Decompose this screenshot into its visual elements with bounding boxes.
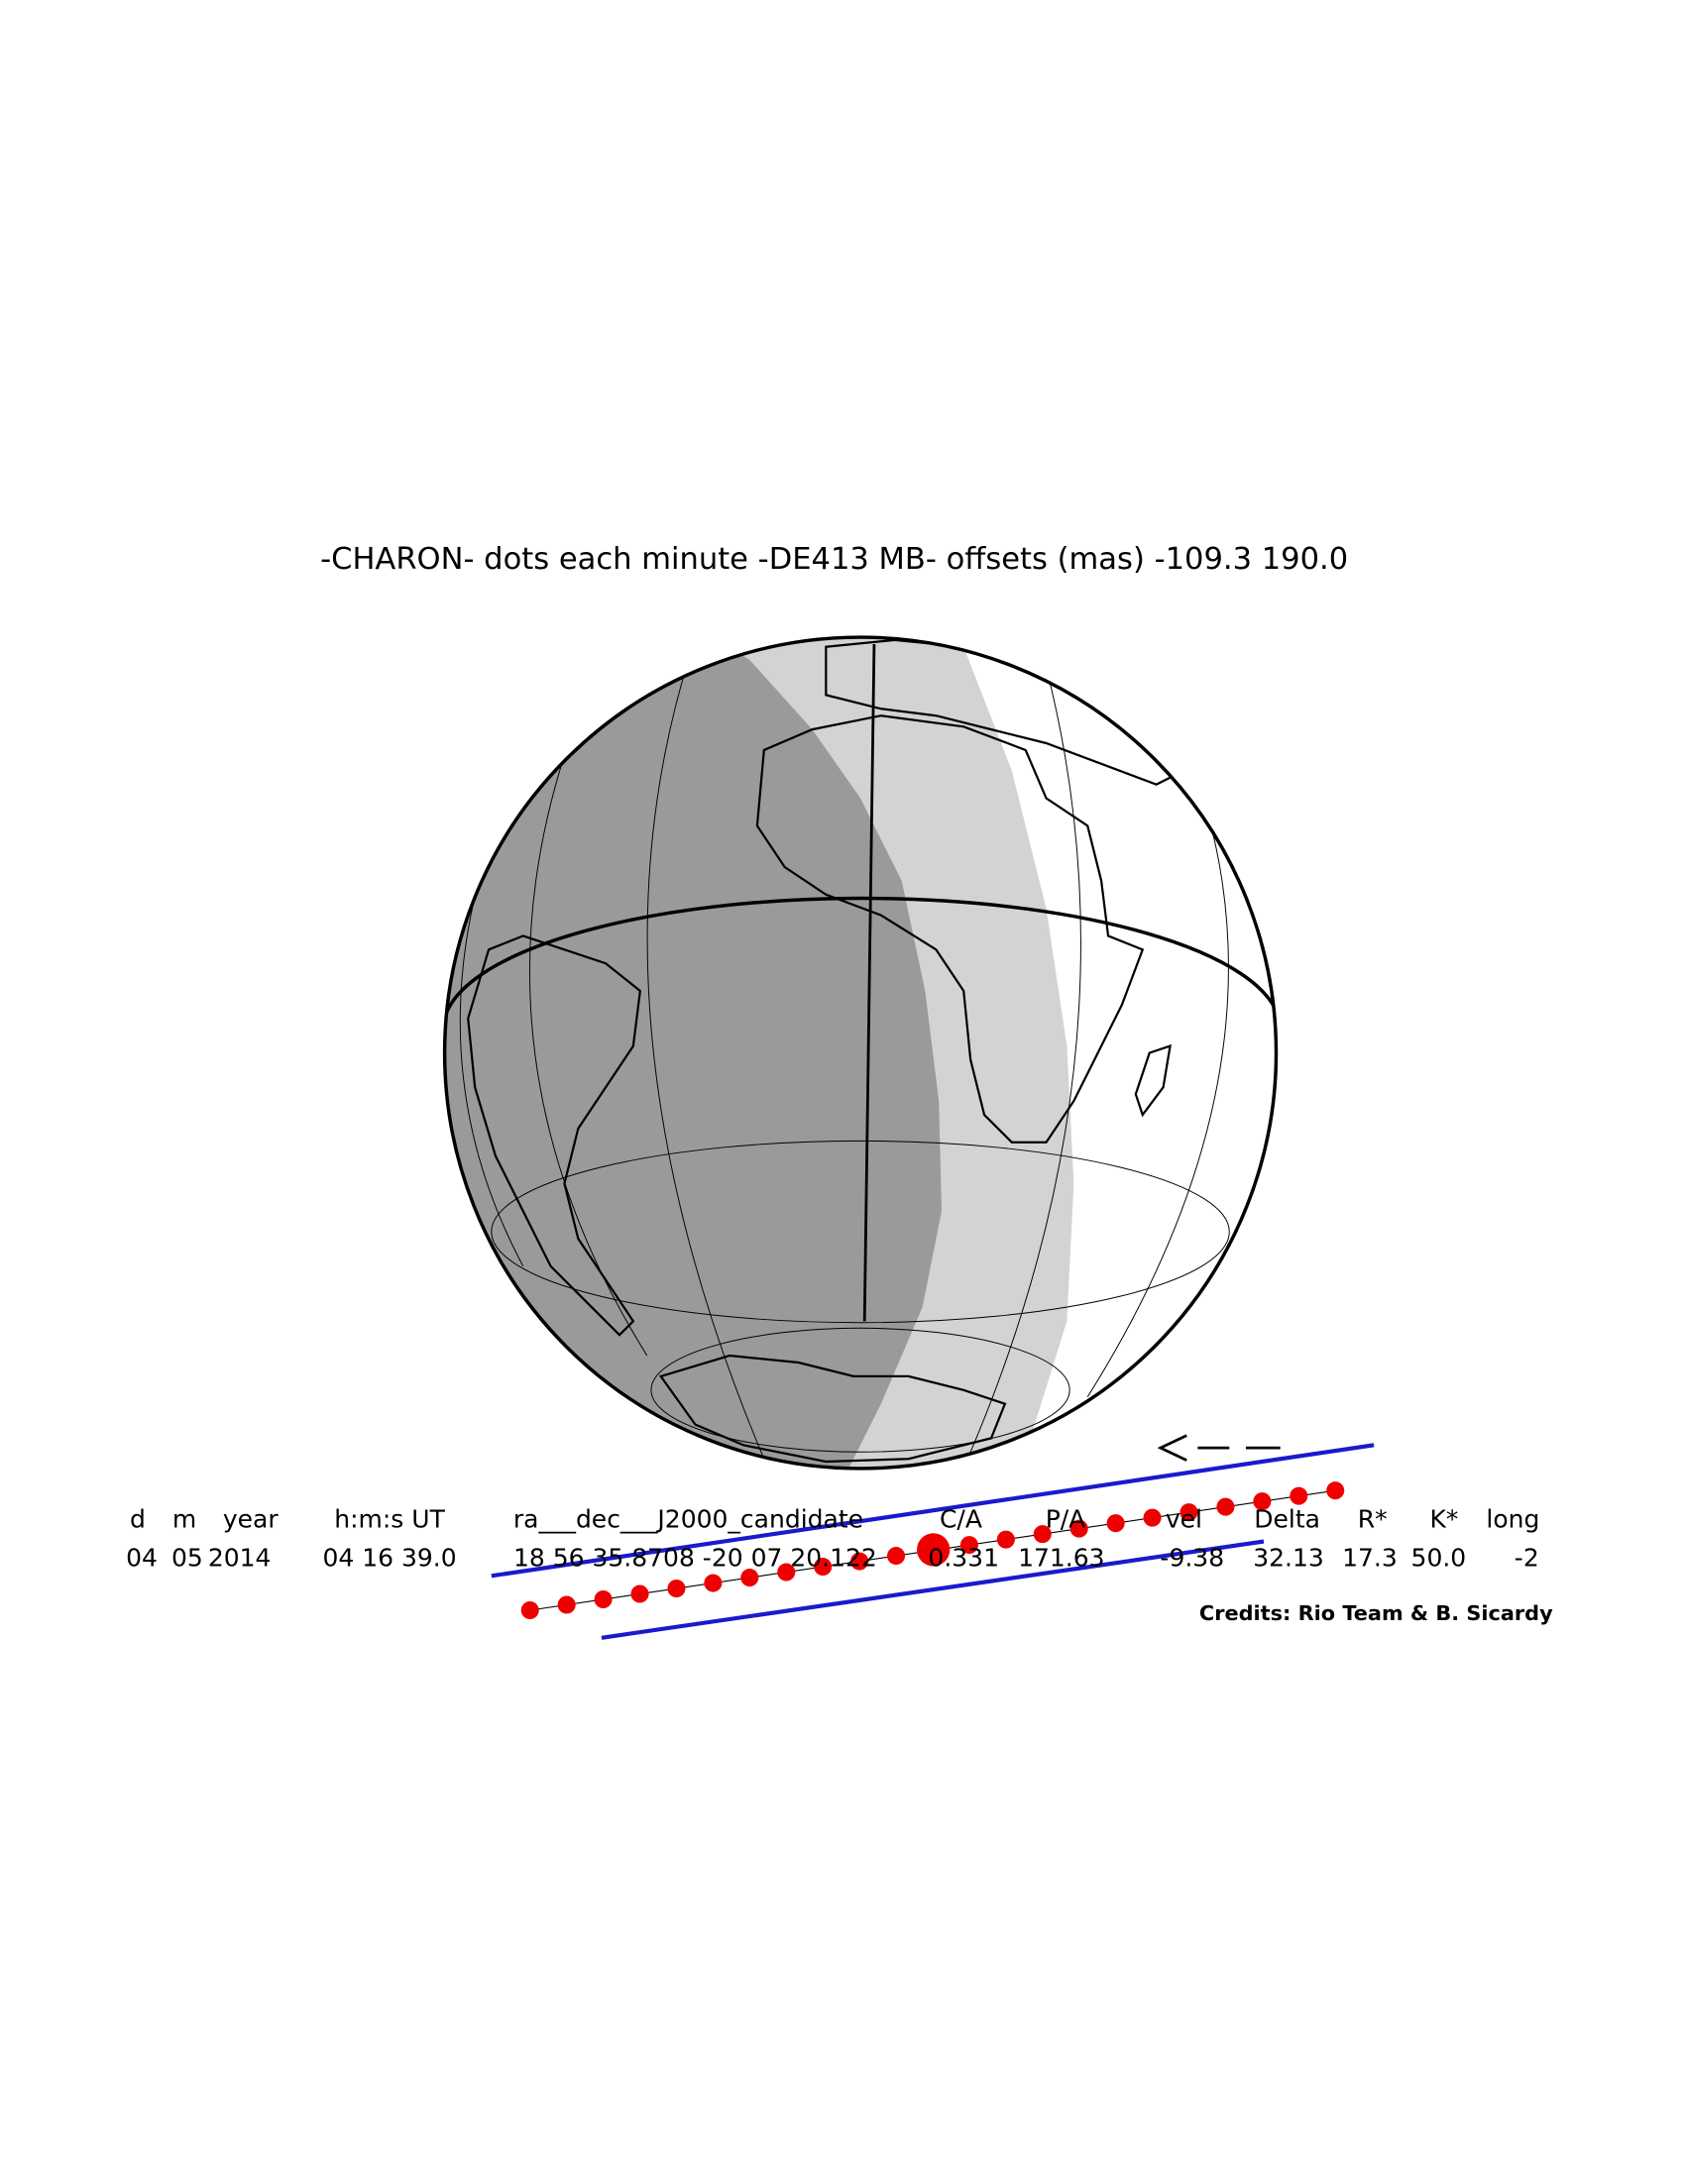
shadow-edge-north bbox=[491, 1443, 1375, 1579]
column-header: P/A bbox=[1046, 1505, 1086, 1534]
column-header: h:m:s UT bbox=[334, 1505, 445, 1534]
column-header: ra___dec___J2000_candidate bbox=[513, 1505, 863, 1534]
graticule bbox=[459, 660, 1230, 1460]
column-header: long bbox=[1486, 1505, 1539, 1534]
minute-dot bbox=[594, 1589, 613, 1609]
cell: 2014 bbox=[208, 1544, 272, 1573]
minute-dots bbox=[520, 1481, 1345, 1620]
minute-dot bbox=[704, 1574, 723, 1592]
globe bbox=[442, 635, 1279, 1471]
column-header: m bbox=[172, 1505, 196, 1534]
shadow-edge-south bbox=[601, 1539, 1265, 1640]
column-header: C/A bbox=[940, 1505, 982, 1534]
minute-dot bbox=[1069, 1519, 1088, 1538]
cell: 18 56 35.8708 -20 07 20.122 bbox=[513, 1544, 877, 1573]
minute-dot bbox=[1180, 1503, 1198, 1522]
minute-dot bbox=[996, 1530, 1015, 1549]
minute-dot bbox=[520, 1600, 539, 1620]
minute-dot bbox=[1290, 1486, 1308, 1505]
cell: 04 bbox=[126, 1544, 158, 1573]
minute-dot bbox=[667, 1580, 686, 1598]
minute-dot bbox=[814, 1558, 833, 1577]
cell: -2 bbox=[1515, 1544, 1539, 1573]
column-header: Delta bbox=[1254, 1505, 1320, 1534]
column-header: year bbox=[223, 1505, 279, 1534]
minute-dot bbox=[1143, 1508, 1162, 1527]
minute-dot bbox=[850, 1552, 869, 1571]
cell: 0.331 bbox=[928, 1544, 999, 1573]
column-header: vel bbox=[1166, 1505, 1202, 1534]
minute-dot bbox=[1326, 1481, 1345, 1500]
cell: 04 16 39.0 bbox=[322, 1544, 456, 1573]
cell: 50.0 bbox=[1411, 1544, 1467, 1573]
central-meridian bbox=[862, 643, 876, 1322]
shadow-path bbox=[491, 1434, 1375, 1640]
cell: 17.3 bbox=[1342, 1544, 1398, 1573]
cell: 05 bbox=[171, 1544, 203, 1573]
column-header: R* bbox=[1358, 1505, 1388, 1534]
info-table: d m year h:m:s UT ra___dec___J2000_candidate… bbox=[126, 1505, 1539, 1573]
closest-approach-dot bbox=[917, 1533, 951, 1567]
minute-dot bbox=[557, 1595, 576, 1614]
minute-dot bbox=[630, 1584, 649, 1603]
night-zone bbox=[444, 637, 942, 1469]
column-header: d bbox=[130, 1505, 146, 1534]
globe-limb bbox=[442, 635, 1279, 1471]
minute-dot bbox=[1216, 1497, 1235, 1516]
minute-dot bbox=[959, 1536, 978, 1555]
cell: 171.63 bbox=[1018, 1544, 1104, 1573]
minute-dot bbox=[740, 1569, 759, 1587]
minute-dot bbox=[777, 1563, 796, 1582]
equator bbox=[444, 896, 1277, 1020]
minute-dot bbox=[1106, 1514, 1125, 1533]
column-header: K* bbox=[1429, 1505, 1458, 1534]
credits: Credits: Rio Team & B. Sicardy bbox=[1199, 1601, 1553, 1625]
cell: -9.38 bbox=[1160, 1544, 1224, 1573]
map-title: -CHARON- dots each minute -DE413 MB- off… bbox=[320, 542, 1348, 577]
direction-arrow bbox=[1157, 1434, 1281, 1462]
cell: 32.13 bbox=[1253, 1544, 1324, 1573]
minute-dot bbox=[887, 1547, 906, 1566]
minute-dot bbox=[1033, 1525, 1052, 1544]
minute-dot bbox=[1253, 1492, 1272, 1511]
